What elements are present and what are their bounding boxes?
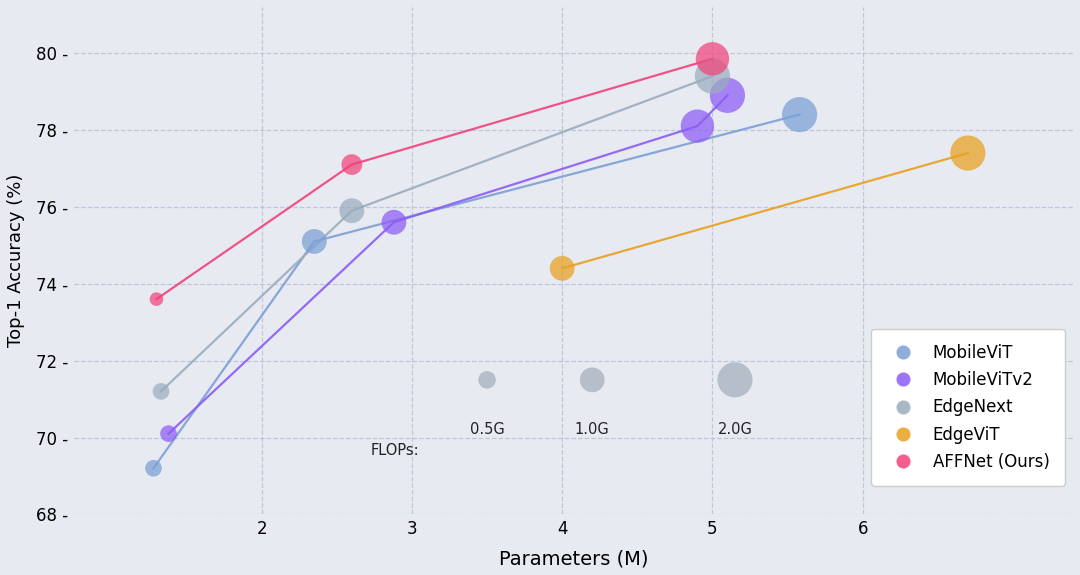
Text: 1.0G: 1.0G — [575, 422, 609, 437]
Point — [583, 375, 600, 385]
Text: FLOPs:: FLOPs: — [370, 443, 419, 458]
Point — [343, 206, 361, 215]
Point — [160, 429, 177, 438]
Point — [343, 160, 361, 169]
Legend: MobileViT, MobileViTv2, EdgeNext, EdgeViT, AFFNet (Ours): MobileViT, MobileViTv2, EdgeNext, EdgeVi… — [872, 329, 1065, 486]
Point — [719, 91, 737, 100]
Text: 0.5G: 0.5G — [470, 422, 504, 437]
Point — [478, 375, 496, 385]
Point — [727, 375, 744, 385]
Point — [306, 237, 323, 246]
Point — [791, 110, 808, 119]
Point — [145, 463, 162, 473]
Text: 2.0G: 2.0G — [717, 422, 753, 437]
Point — [554, 264, 571, 273]
Point — [704, 54, 721, 63]
Point — [152, 387, 170, 396]
Point — [148, 294, 165, 304]
Y-axis label: Top-1 Accuracy (%): Top-1 Accuracy (%) — [6, 174, 25, 347]
Point — [689, 121, 706, 131]
Point — [704, 71, 721, 80]
Point — [959, 148, 976, 158]
X-axis label: Parameters (M): Parameters (M) — [499, 549, 648, 568]
Point — [386, 217, 403, 227]
